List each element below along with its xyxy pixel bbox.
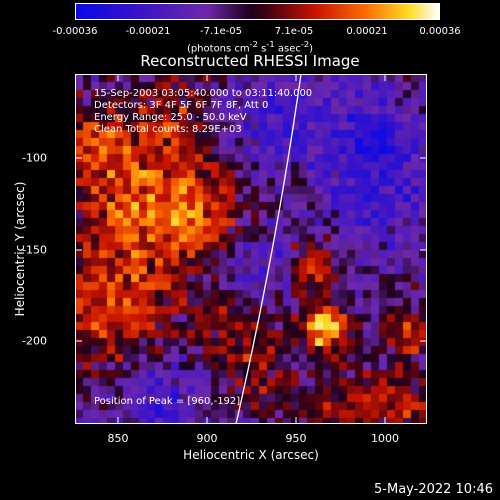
x-axis-label: Heliocentric X (arcsec)	[183, 448, 319, 462]
axis-tick-marks	[75, 74, 427, 424]
x-tick-label: 850	[107, 432, 129, 445]
y-tick-label: -200	[22, 334, 47, 348]
energy-range-label: Energy Range: 25.0 - 50.0 keV	[94, 112, 247, 123]
plot-title: Reconstructed RHESSI Image	[140, 52, 360, 70]
y-tick-label: -150	[22, 243, 47, 257]
x-tick-label: 950	[285, 432, 307, 445]
colorbar-tick: -0.00021	[125, 26, 171, 37]
x-tick-label: 1000	[371, 432, 399, 445]
colorbar-tick: 0.00036	[419, 26, 461, 37]
detectors-label: Detectors: 3F 4F 5F 6F 7F 8F, Att 0	[94, 100, 269, 111]
solar-limb-line	[235, 74, 302, 424]
clean-counts-label: Clean Total counts: 8.29E+03	[94, 124, 242, 135]
time-range-label: 15-Sep-2003 03:05:40.000 to 03:11:40.000	[94, 88, 313, 99]
plot-area	[75, 74, 427, 424]
x-tick-label: 900	[196, 432, 218, 445]
colorbar-tick: 0.00021	[346, 26, 388, 37]
colorbar	[75, 3, 440, 20]
footer-timestamp: 5-May-2022 10:46	[374, 482, 493, 497]
y-tick-label: -100	[22, 151, 47, 165]
plot-axes-frame	[75, 74, 427, 424]
colorbar-tick: 7.1e-05	[274, 26, 314, 37]
colorbar-tick: -7.1e-05	[200, 26, 242, 37]
colorbar-tick: -0.00036	[52, 26, 98, 37]
peak-position-label: Position of Peak = [960,-192]	[94, 396, 241, 407]
colorbar-units: (photons cm-2 s-1 asec-2)	[186, 39, 314, 55]
plot-border	[75, 74, 427, 424]
y-axis-label: Heliocentric Y (arcsec)	[13, 181, 27, 317]
solar-image	[75, 74, 427, 424]
